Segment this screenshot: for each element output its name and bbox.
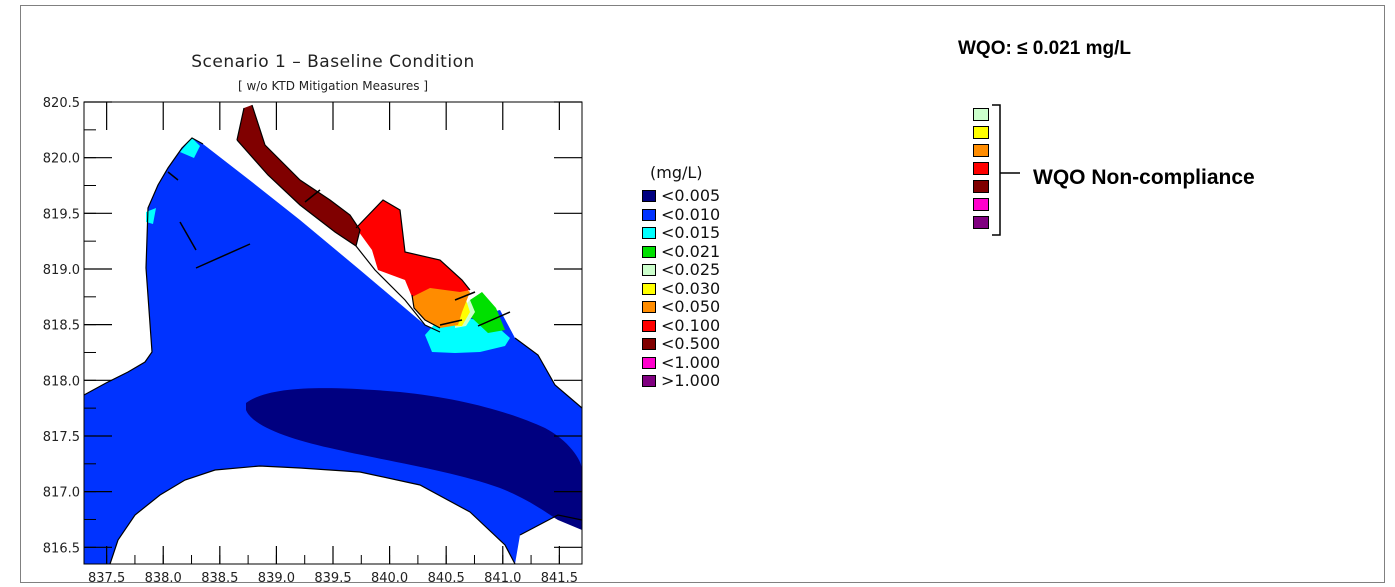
y-tick-label: 817.5 bbox=[43, 430, 80, 445]
noncompliance-swatch bbox=[973, 216, 989, 229]
legend-swatch bbox=[642, 282, 656, 295]
legend-label: <0.100 bbox=[661, 315, 721, 335]
legend-label: <1.000 bbox=[661, 352, 721, 372]
legend-swatch bbox=[642, 338, 656, 351]
y-tick-label: 816.5 bbox=[43, 541, 80, 556]
legend-item: <0.015 bbox=[642, 224, 720, 243]
concentration-legend: (mg/L) <0.005 <0.010 <0.015 <0.021 <0.025 <0.… bbox=[642, 163, 720, 391]
legend-swatch bbox=[642, 190, 656, 203]
noncompliance-swatches bbox=[973, 108, 989, 234]
legend-unit: (mg/L) bbox=[650, 163, 703, 182]
y-tick-label: 818.0 bbox=[43, 374, 80, 389]
noncompliance-label: WQO Non-compliance bbox=[1033, 166, 1255, 189]
legend-label: <0.015 bbox=[661, 223, 721, 243]
legend-item: <0.030 bbox=[642, 280, 720, 299]
y-tick-label: 820.0 bbox=[43, 152, 80, 167]
x-tick-label: 840.0 bbox=[371, 571, 408, 586]
legend-item: <0.500 bbox=[642, 335, 720, 354]
coastlines bbox=[83, 104, 583, 565]
structure-lines bbox=[167, 171, 511, 327]
noncompliance-swatch bbox=[973, 180, 989, 193]
legend-label: >1.000 bbox=[661, 371, 721, 391]
zone-0.500 bbox=[237, 105, 360, 246]
zone-0.050 bbox=[412, 285, 470, 328]
noncompliance-swatch bbox=[973, 126, 989, 139]
legend-item: <0.050 bbox=[642, 298, 720, 317]
y-tick-label: 818.5 bbox=[43, 319, 80, 334]
legend-label: <0.500 bbox=[661, 334, 721, 354]
x-tick-label: 839.5 bbox=[314, 571, 351, 586]
legend-item: >1.000 bbox=[642, 372, 720, 391]
y-tick-label: 820.5 bbox=[43, 96, 80, 111]
zone-0.015-west bbox=[146, 208, 156, 224]
plot-subtitle: [ w/o KTD Mitigation Measures ] bbox=[237, 79, 429, 93]
legend-item: <0.021 bbox=[642, 243, 720, 262]
figure-frame bbox=[20, 5, 1385, 583]
noncompliance-swatch bbox=[973, 198, 989, 211]
legend-label: <0.005 bbox=[661, 186, 721, 206]
zone-0.100 bbox=[356, 200, 470, 297]
legend-item: <0.010 bbox=[642, 206, 720, 225]
x-tick-label: 841.5 bbox=[541, 571, 578, 586]
legend-item: <0.005 bbox=[642, 187, 720, 206]
y-tick-label: 819.5 bbox=[43, 207, 80, 222]
axis-ticks: 837.5 838.0 838.5 839.0 839.5 840.0 840.5 841.0… bbox=[43, 96, 582, 586]
plot-title: Scenario 1 – Baseline Condition bbox=[191, 52, 475, 72]
zone-0.015-corner bbox=[180, 138, 200, 158]
legend-swatch bbox=[642, 264, 656, 277]
legend-label: <0.021 bbox=[661, 241, 721, 261]
legend-item: <1.000 bbox=[642, 354, 720, 373]
legend-swatch bbox=[642, 319, 656, 332]
legend-swatch bbox=[642, 301, 656, 314]
x-tick-label: 837.5 bbox=[88, 571, 125, 586]
legend-label: <0.030 bbox=[661, 278, 721, 298]
x-tick-label: 838.5 bbox=[201, 571, 238, 586]
zone-0.021 bbox=[462, 292, 505, 333]
legend-label: <0.050 bbox=[661, 297, 721, 317]
y-tick-label: 817.0 bbox=[43, 486, 80, 501]
noncompliance-swatch bbox=[973, 162, 989, 175]
legend-swatch bbox=[642, 245, 656, 258]
legend-item: <0.100 bbox=[642, 317, 720, 336]
legend-swatch bbox=[642, 375, 656, 388]
noncompliance-bracket bbox=[992, 104, 1020, 236]
x-tick-label: 839.0 bbox=[258, 571, 295, 586]
x-tick-label: 840.5 bbox=[428, 571, 465, 586]
legend-swatch bbox=[642, 208, 656, 221]
legend-swatch bbox=[642, 356, 656, 369]
legend-label: <0.025 bbox=[661, 260, 721, 280]
noncompliance-swatch bbox=[973, 144, 989, 157]
legend-swatch bbox=[642, 227, 656, 240]
x-tick-label: 841.0 bbox=[484, 571, 521, 586]
legend-label: <0.010 bbox=[661, 204, 721, 224]
noncompliance-swatch bbox=[973, 108, 989, 121]
wqo-title: WQO: ≤ 0.021 mg/L bbox=[958, 38, 1132, 59]
zone-0.005 bbox=[246, 388, 582, 530]
y-tick-label: 819.0 bbox=[43, 263, 80, 278]
x-tick-label: 838.0 bbox=[145, 571, 182, 586]
legend-item: <0.025 bbox=[642, 261, 720, 280]
